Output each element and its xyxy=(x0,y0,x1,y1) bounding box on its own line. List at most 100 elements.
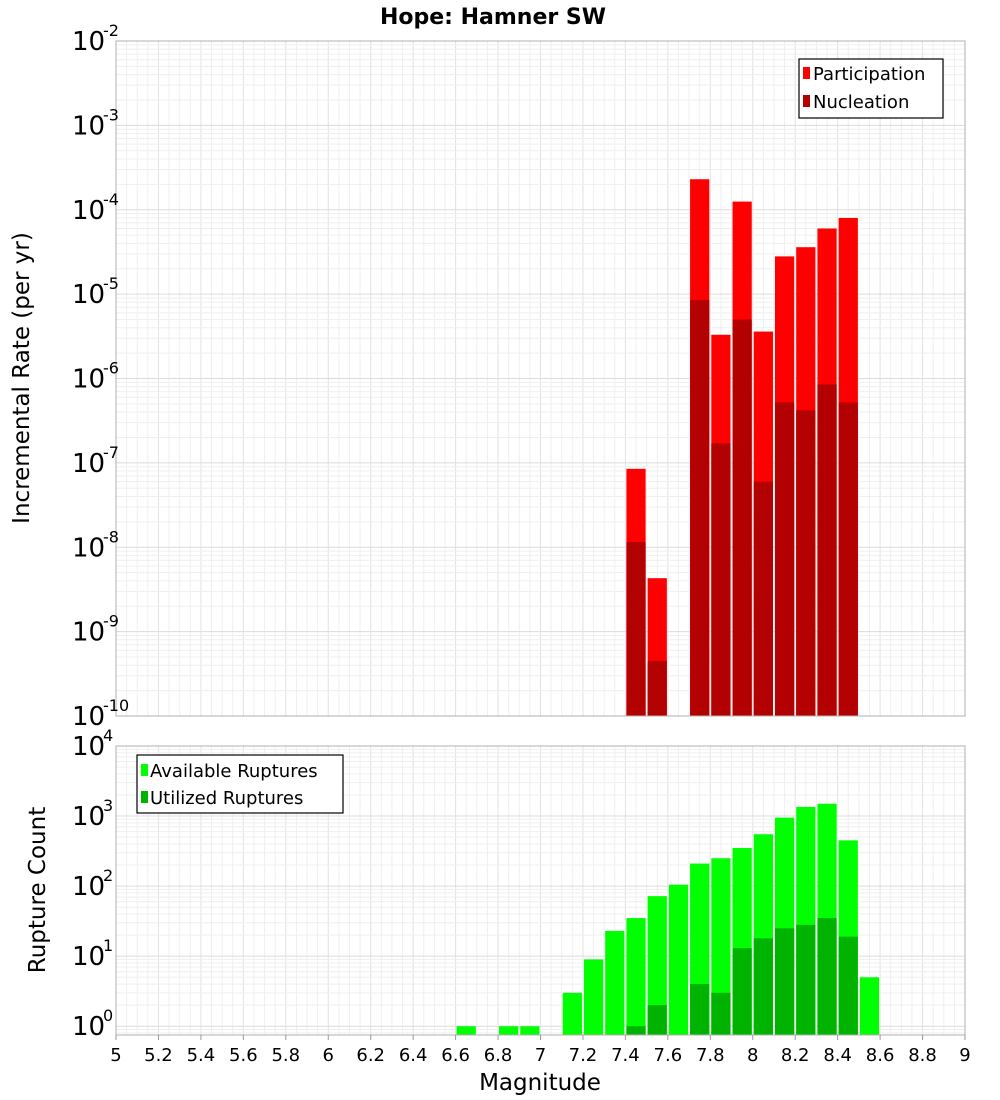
bar-utilized-ruptures xyxy=(647,1005,667,1035)
bottom-y-tick-exponent: 1 xyxy=(103,936,113,955)
x-tick-label: 9 xyxy=(959,1045,970,1066)
top-y-tick-exponent: -3 xyxy=(103,105,119,124)
top-y-tick-exponent: -7 xyxy=(103,443,119,462)
top-y-axis-title: Incremental Rate (per yr) xyxy=(9,232,35,524)
bar-utilized-ruptures xyxy=(838,936,858,1035)
bar-available-ruptures xyxy=(626,918,646,1035)
legend-label-available-ruptures: Available Ruptures xyxy=(150,761,318,782)
bar-available-ruptures xyxy=(520,1026,540,1035)
top-y-tick-exponent: -9 xyxy=(103,612,119,631)
bar-available-ruptures xyxy=(583,959,604,1035)
bar-nucleation xyxy=(647,660,667,716)
legend-label-nucleation: Nucleation xyxy=(813,92,909,113)
x-tick-label: 6.4 xyxy=(399,1045,428,1066)
bar-utilized-ruptures xyxy=(626,1026,646,1035)
x-axis-title: Magnitude xyxy=(479,1070,601,1096)
top-plot-frame xyxy=(115,40,966,717)
top-legend-box xyxy=(798,58,944,119)
bar-available-ruptures xyxy=(499,1026,519,1035)
x-tick-label: 5.6 xyxy=(229,1045,258,1066)
x-tick-label: 7.6 xyxy=(654,1045,683,1066)
x-tick-label: 7.2 xyxy=(569,1045,598,1066)
chart-title: Hope: Hamner SW xyxy=(380,5,606,30)
bottom-y-tick-exponent: 3 xyxy=(103,796,113,815)
x-tick-label: 8.6 xyxy=(866,1045,895,1066)
top-y-tick-exponent: -5 xyxy=(103,274,119,293)
legend-label-participation: Participation xyxy=(813,64,925,85)
bar-utilized-ruptures xyxy=(817,918,837,1035)
bottom-y-tick-base: 10 xyxy=(72,872,105,902)
bar-nucleation xyxy=(774,402,795,716)
bar-nucleation xyxy=(732,319,752,716)
legend-swatch-available-ruptures xyxy=(141,764,148,776)
bottom-bars xyxy=(456,803,880,1035)
bar-nucleation xyxy=(626,542,646,716)
x-tick-label: 8 xyxy=(747,1045,758,1066)
x-tick-label: 6.8 xyxy=(484,1045,513,1066)
top-y-tick-exponent: -2 xyxy=(103,21,119,40)
bar-utilized-ruptures xyxy=(690,984,710,1035)
bottom-y-tick-exponent: 0 xyxy=(103,1006,113,1025)
top-y-tick-base: 10 xyxy=(72,196,105,226)
x-tick-label: 7.4 xyxy=(611,1045,640,1066)
x-tick-label: 8.2 xyxy=(781,1045,810,1066)
bar-utilized-ruptures xyxy=(753,938,773,1035)
top-y-tick-base: 10 xyxy=(72,27,105,57)
bar-available-ruptures xyxy=(605,930,625,1035)
bottom-legend: Available Ruptures Utilized Ruptures xyxy=(136,754,344,814)
top-legend: Participation Nucleation xyxy=(798,58,944,119)
bar-utilized-ruptures xyxy=(796,924,816,1035)
x-tick-label: 5.2 xyxy=(144,1045,173,1066)
bottom-legend-box xyxy=(136,754,344,814)
x-tick-label: 5.8 xyxy=(271,1045,300,1066)
bottom-y-tick-base: 10 xyxy=(72,942,105,972)
bottom-y-tick-base: 10 xyxy=(72,1012,105,1042)
bar-nucleation xyxy=(690,300,710,716)
bar-nucleation xyxy=(838,402,858,716)
bottom-y-tick-base: 10 xyxy=(72,802,105,832)
top-grid xyxy=(115,41,966,717)
top-y-tick-exponent: -8 xyxy=(103,527,119,546)
bar-utilized-ruptures xyxy=(774,928,795,1035)
bar-available-ruptures xyxy=(562,992,582,1035)
top-y-tick-base: 10 xyxy=(72,533,105,563)
x-ticks: 5 5.2 5.4 5.6 5.8 6 6.2 6.4 6.6 6.8 7 7.2 7.4 7.6 7.8 8… xyxy=(110,1035,971,1066)
x-tick-label: 7.8 xyxy=(696,1045,725,1066)
x-tick-label: 8.4 xyxy=(823,1045,852,1066)
top-y-tick-exponent: -10 xyxy=(103,696,129,715)
x-tick-label: 5.4 xyxy=(187,1045,216,1066)
x-tick-label: 6 xyxy=(323,1045,334,1066)
legend-swatch-nucleation xyxy=(803,95,810,107)
bar-utilized-ruptures xyxy=(732,948,752,1035)
legend-label-utilized-ruptures: Utilized Ruptures xyxy=(150,788,303,809)
bottom-y-tick-base: 10 xyxy=(72,732,105,762)
top-y-tick-base: 10 xyxy=(72,449,105,479)
x-tick-label: 6.6 xyxy=(441,1045,470,1066)
x-tick-label: 6.2 xyxy=(356,1045,385,1066)
bar-available-ruptures xyxy=(647,896,667,1035)
bar-nucleation xyxy=(796,410,816,716)
x-tick-label: 8.8 xyxy=(908,1045,937,1066)
bottom-y-tick-exponent: 4 xyxy=(103,726,113,745)
top-y-tick-base: 10 xyxy=(72,702,105,732)
bar-nucleation xyxy=(753,481,773,716)
top-y-tick-base: 10 xyxy=(72,111,105,141)
x-tick-label: 5 xyxy=(110,1045,121,1066)
bar-available-ruptures xyxy=(668,884,689,1035)
bar-nucleation xyxy=(817,384,837,716)
top-y-tick-exponent: -4 xyxy=(103,190,119,209)
x-tick-label: 7 xyxy=(535,1045,546,1066)
top-y-tick-base: 10 xyxy=(72,618,105,648)
bottom-y-tick-exponent: 2 xyxy=(103,866,113,885)
top-y-tick-base: 10 xyxy=(72,365,105,395)
bar-available-ruptures xyxy=(711,858,731,1035)
legend-swatch-utilized-ruptures xyxy=(141,791,148,803)
top-bars xyxy=(626,179,858,716)
bottom-y-axis-title: Rupture Count xyxy=(25,807,51,973)
top-y-tick-exponent: -6 xyxy=(103,359,119,378)
